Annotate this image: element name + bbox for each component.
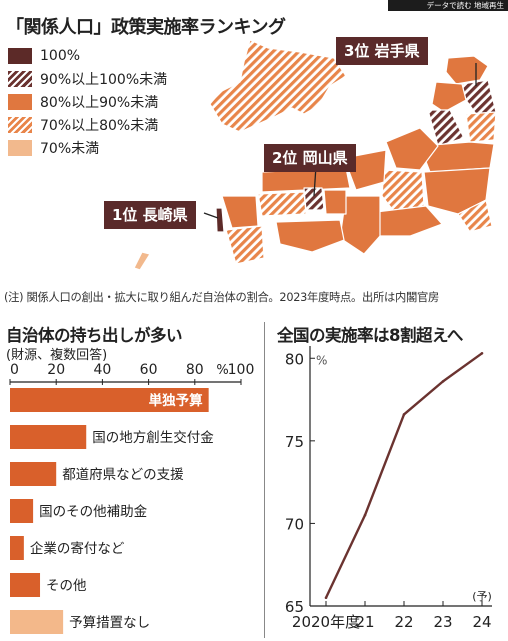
series-banner: データで読む 地域再生	[388, 0, 508, 11]
x-tick-label: 21	[355, 613, 374, 631]
y-tick-label: 70	[285, 515, 304, 533]
bar-label: 予算措置なし	[69, 615, 150, 631]
unit-label: %	[216, 363, 228, 378]
bar	[10, 536, 24, 560]
forecast-note: (予)	[472, 590, 492, 603]
bar-label: 国の地方創生交付金	[92, 429, 214, 446]
rank-label-1: 1位 長崎県	[104, 201, 196, 229]
x-tick-label: 20	[47, 362, 65, 378]
x-tick-label: 0	[10, 362, 19, 378]
data-point	[480, 352, 484, 355]
bar	[10, 573, 41, 597]
region-chiba	[457, 199, 493, 233]
x-tick-label: 23	[433, 613, 452, 631]
region-niigata	[385, 127, 439, 171]
bar	[10, 610, 64, 634]
legend-label: 70%以上80%未満	[40, 118, 159, 134]
unit-label: %	[316, 353, 327, 367]
japan-map	[133, 39, 497, 271]
map-footnote: (注) 関係人口の創出・拡大に取り組んだ自治体の割合。2023年度時点。出所は内…	[4, 291, 439, 304]
bar-label: その他	[46, 578, 87, 594]
data-point	[402, 413, 406, 416]
bar-chart-title: 自治体の持ち出しが多い	[6, 326, 183, 345]
legend-item: 70%未満	[8, 139, 99, 157]
legend-item: 90%以上100%未満	[8, 70, 167, 88]
x-tick-label: 80	[186, 362, 204, 378]
x-tick-label: 100	[228, 362, 255, 378]
legend-label: 90%以上100%未満	[40, 72, 168, 88]
legend-swatch-solid-orange	[8, 94, 32, 110]
legend-swatch-hatch-orange	[8, 117, 32, 133]
legend-item: 100%	[8, 47, 80, 65]
region-okinawa	[133, 251, 151, 271]
data-point	[441, 380, 445, 383]
rank-label-2: 2位 岡山県	[264, 144, 356, 172]
region-kyushu-north	[221, 195, 259, 229]
legend-swatch-hatch-dark	[8, 71, 32, 87]
legend-label: 80%以上90%未満	[40, 95, 159, 111]
region-kyushu-south	[225, 225, 265, 265]
bar-label: 単独予算	[149, 392, 203, 409]
legend-label: 100%	[40, 48, 81, 64]
region-shikoku	[275, 219, 345, 253]
y-tick-label: 75	[285, 433, 304, 451]
legend-swatch-light	[8, 140, 32, 156]
region-fukushima	[419, 141, 495, 173]
bar	[10, 388, 209, 412]
x-tick-label: 2020年度	[292, 613, 360, 631]
legend-swatch-solid-dark	[8, 48, 32, 64]
bar-chart: 0 20 40 60 80 100% 単独予算国の地方創生交付金都道府県などの支援国のその他…	[9, 362, 255, 634]
x-tick-label: 40	[93, 362, 111, 378]
legend-item: 80%以上90%未満	[8, 93, 158, 111]
series-line	[324, 352, 483, 599]
x-tick-label: 24	[472, 613, 491, 631]
x-tick-label: 60	[140, 362, 158, 378]
bar	[10, 462, 57, 486]
region-nagasaki	[215, 207, 225, 233]
region-hyogo	[323, 189, 347, 215]
panel-divider	[264, 322, 265, 638]
rank-label-3: 3位 岩手県	[336, 37, 428, 65]
region-yamagata	[427, 109, 465, 147]
data-point	[324, 596, 328, 600]
bar-chart-subtitle: (財源、複数回答)	[6, 348, 108, 363]
bar-label: 都道府県などの支援	[62, 467, 184, 483]
leader-line-rank1	[203, 212, 219, 219]
bar	[10, 425, 87, 449]
region-hokkaido	[209, 39, 347, 133]
line-chart-title: 全国の実施率は8割超えへ	[277, 326, 463, 345]
region-chugoku-south	[257, 191, 307, 217]
data-point	[363, 513, 367, 517]
region-tokai	[375, 205, 443, 237]
map-title: 「関係人口」政策実施率ランキング	[6, 17, 286, 38]
bar	[10, 499, 34, 523]
region-miyagi	[465, 111, 497, 143]
region-aomori	[445, 55, 489, 85]
legend-label: 70%未満	[40, 141, 100, 157]
bar-label: 企業の寄付など	[30, 540, 125, 557]
x-tick-label: 22	[394, 613, 413, 631]
y-tick-label: 80	[285, 350, 304, 368]
region-akita	[431, 81, 467, 113]
y-tick-label: 65	[285, 598, 304, 616]
legend-item: 70%以上80%未満	[8, 116, 158, 134]
bar-label: 国のその他補助金	[39, 504, 147, 520]
region-iwate	[461, 79, 497, 115]
